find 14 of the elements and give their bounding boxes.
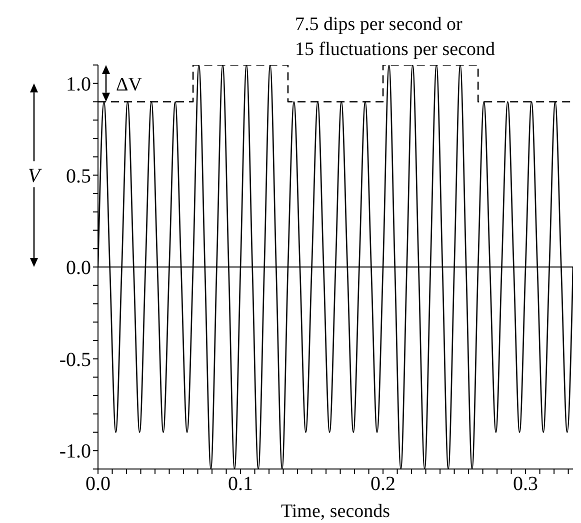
x-tick-label: 0.0 [86,473,110,496]
x-axis-title: Time, seconds [280,501,390,522]
y-tick-label: 0.0 [66,257,91,280]
x-tick-label: 0.1 [228,473,254,496]
x-tick-label: 0.2 [370,473,396,496]
text: 7.5 dips per second or [295,14,463,35]
text: 15 fluctuations per second [295,39,496,60]
x-tick-label: 0.3 [513,473,538,496]
annotation: ΔV [116,74,142,96]
y-tick-label: -1.0 [59,440,91,463]
y-tick-label: 0.5 [66,165,91,188]
y-tick-label: 1.0 [66,73,91,96]
y-axis-title: V [28,165,43,188]
y-tick-label: -0.5 [59,348,91,371]
